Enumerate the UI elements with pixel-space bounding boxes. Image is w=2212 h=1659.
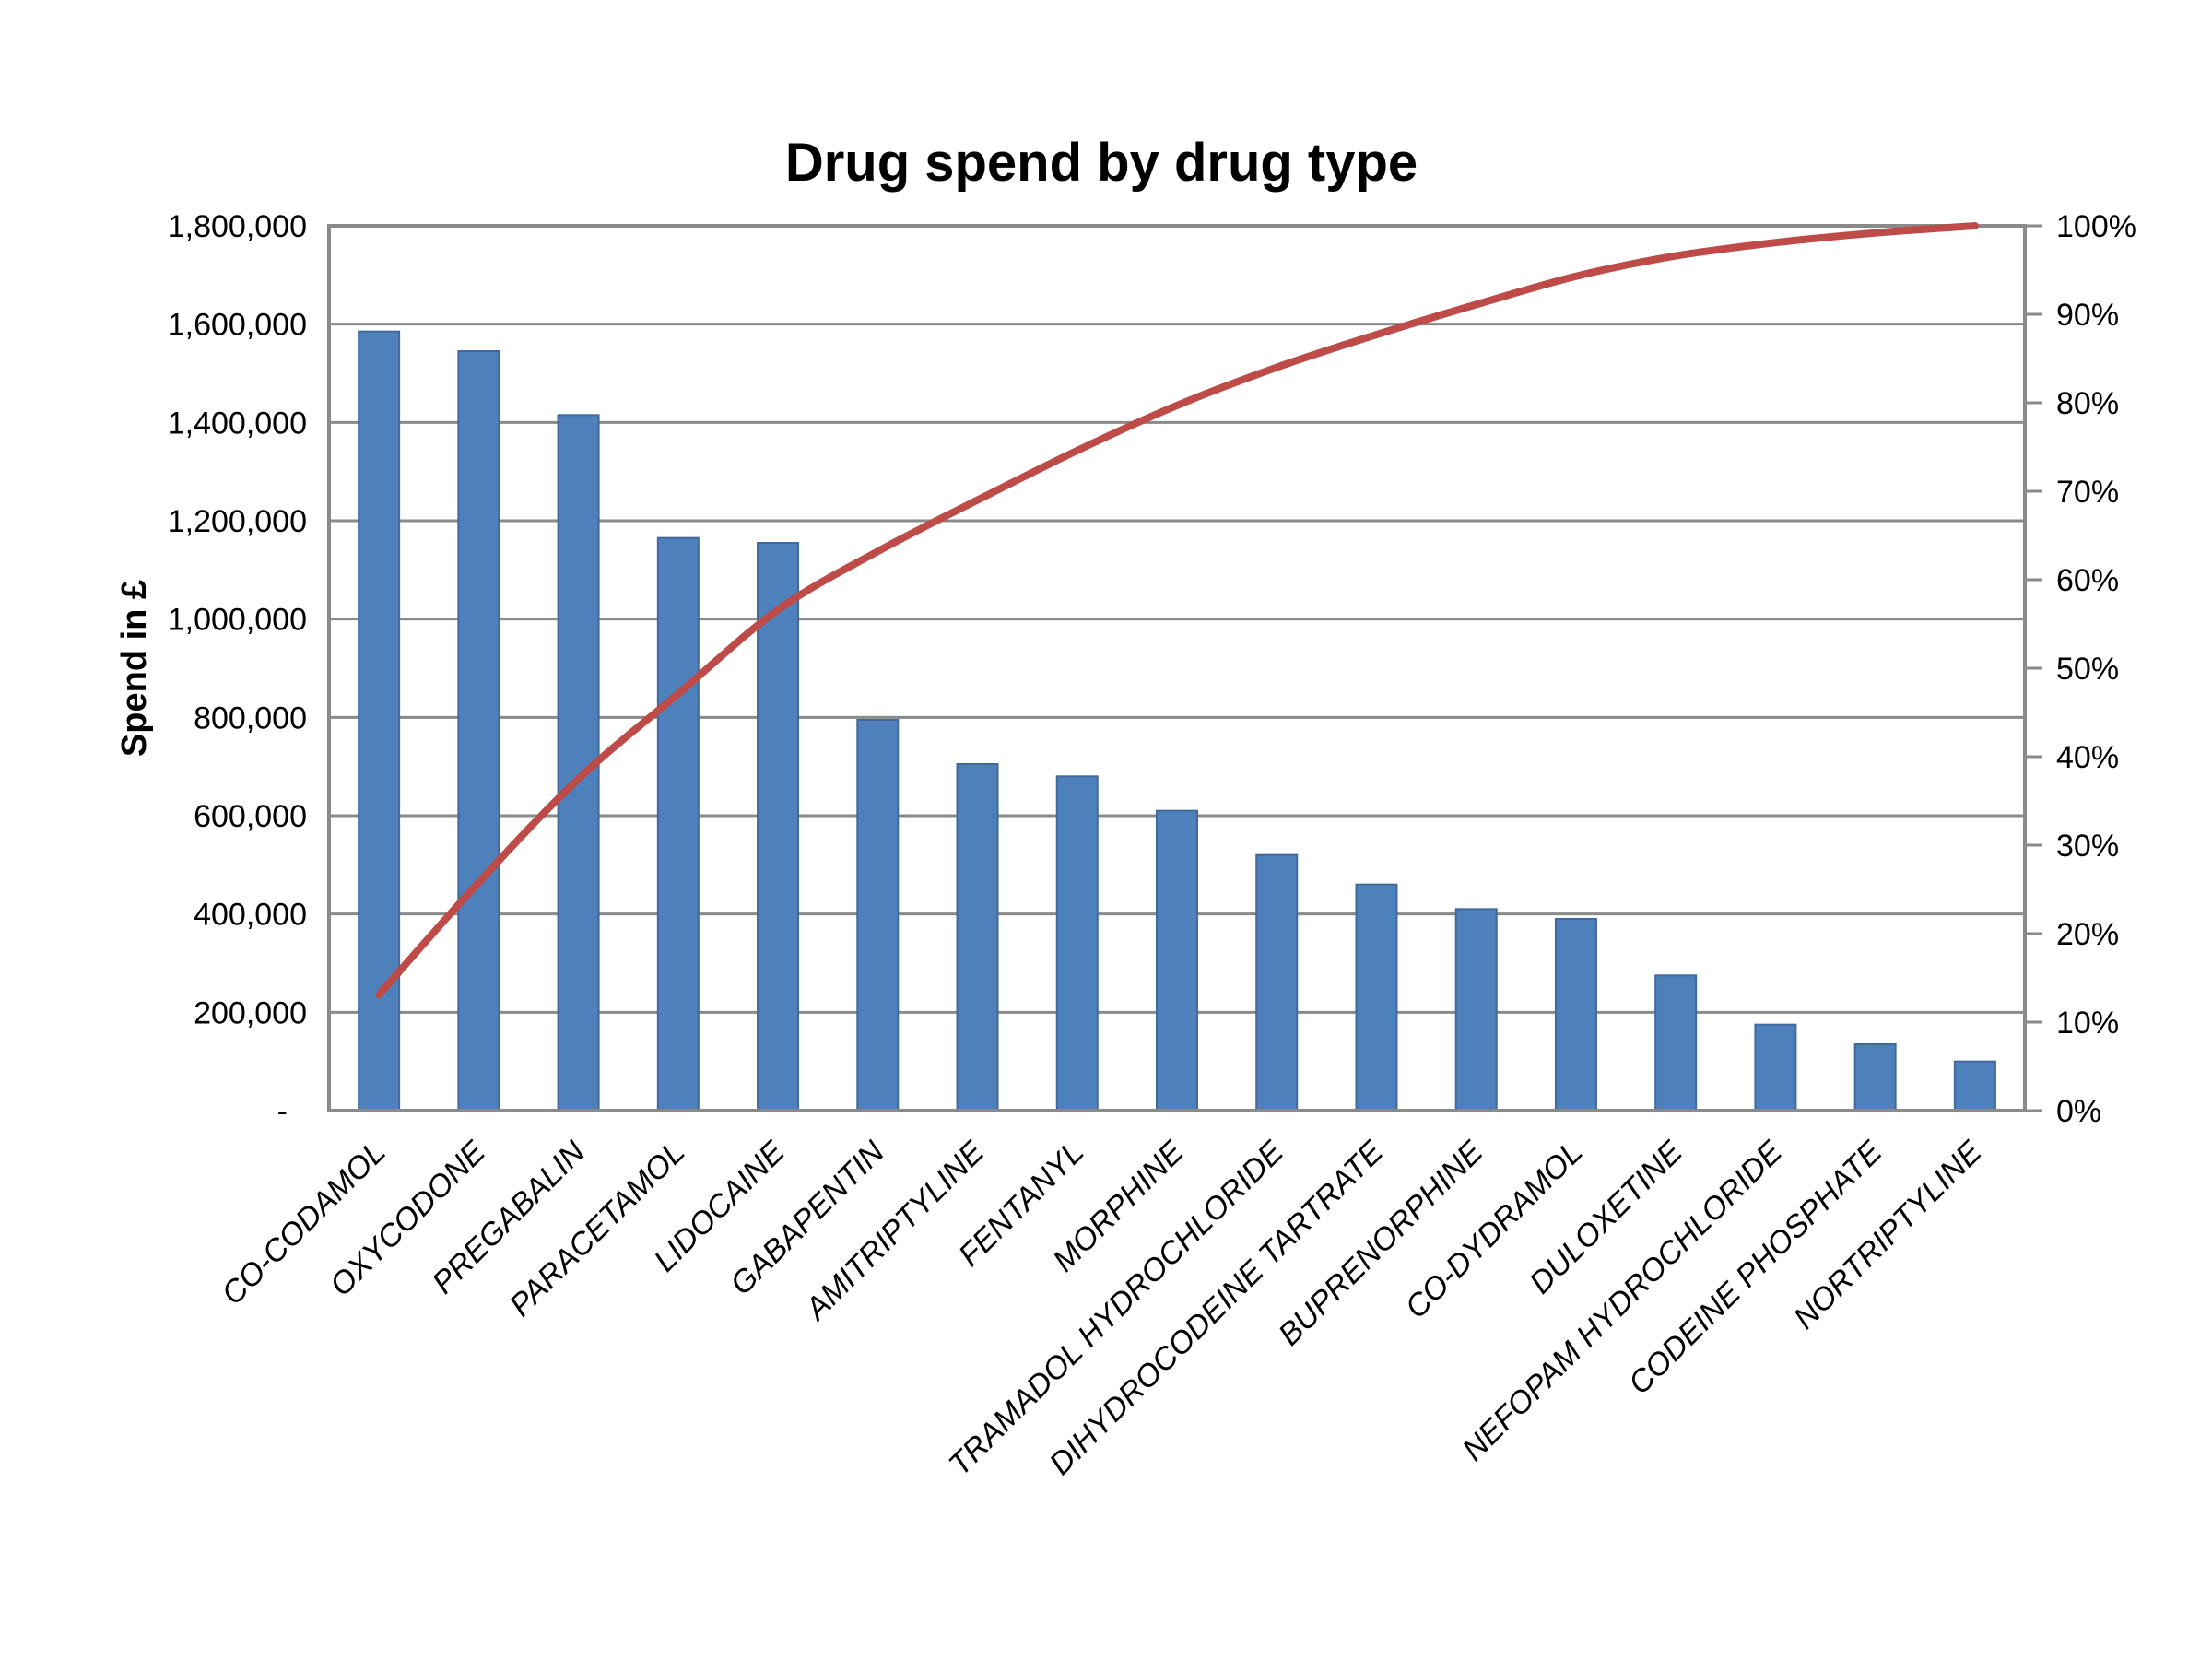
- x-axis-labels-layer: CO-CODAMOLOXYCODONEPREGABALINPARACETAMOL…: [215, 1134, 1988, 1482]
- left-axis-label: 1,400,000: [168, 406, 307, 441]
- cumulative-line-layer: [375, 222, 1979, 999]
- right-axis-labels-layer: 0% 10% 20% 30% 40% 50% 60% 70% 80% 90% 100%: [2056, 209, 2136, 1129]
- x-label-paracetamol: PARACETAMOL: [502, 1135, 691, 1324]
- bar-buprenorphine: [1454, 908, 1498, 1112]
- bar-gabapentin: [856, 719, 900, 1112]
- bar-nefopam-hydrochloride: [1754, 1023, 1797, 1112]
- bar-morphine: [1156, 809, 1198, 1112]
- bar-duloxetine: [1654, 974, 1698, 1112]
- right-axis-label: 30%: [2056, 829, 2119, 864]
- bar-oxycodone: [457, 350, 500, 1112]
- bar-paracetamol: [656, 536, 700, 1112]
- left-axis-label: 1,000,000: [168, 603, 307, 638]
- right-axis-label: 70%: [2056, 475, 2119, 510]
- right-axis-label: 20%: [2056, 917, 2119, 952]
- left-axis-label: -: [277, 1094, 288, 1129]
- left-axis-label: 400,000: [194, 898, 307, 933]
- x-label-nortriptyline: NORTRIPTYLINE: [1787, 1135, 1989, 1336]
- left-axis-label: 200,000: [194, 995, 307, 1030]
- right-axis-label: 60%: [2056, 563, 2119, 598]
- x-label-amitriptyline: AMITRIPTYLINE: [797, 1135, 991, 1328]
- bar-dihydrocodeine-tartrate: [1355, 883, 1398, 1112]
- bar-lidocaine: [757, 542, 800, 1112]
- bar-tramadol-hydrochloride: [1255, 853, 1299, 1112]
- right-axis-label: 10%: [2056, 1006, 2119, 1041]
- right-axis-label: 50%: [2056, 652, 2119, 687]
- right-axis-label: 80%: [2056, 386, 2119, 421]
- left-axis-label: 600,000: [194, 799, 307, 834]
- chart-title: Drug spend by drug type: [785, 133, 1418, 193]
- bar-fentanyl: [1055, 775, 1099, 1112]
- right-axis-label: 90%: [2056, 298, 2119, 333]
- bars-layer: [358, 330, 1996, 1112]
- left-axis-label: 1,200,000: [168, 504, 307, 539]
- right-axis-label: 0%: [2056, 1094, 2101, 1129]
- y-axis-title: Spend in £: [115, 580, 154, 757]
- left-axis-label: 1,600,000: [168, 308, 307, 343]
- bar-amitriptyline: [956, 763, 999, 1112]
- bar-nortriptyline: [1953, 1060, 1996, 1112]
- left-axis-label: 1,800,000: [168, 209, 307, 244]
- left-axis-label: 800,000: [194, 700, 307, 735]
- x-label-co-dydramol: CO-DYDRAMOL: [1398, 1135, 1589, 1325]
- bar-codeine-phosphate: [1853, 1043, 1897, 1112]
- bar-co-dydramol: [1554, 918, 1597, 1112]
- cumulative-percent-line: [375, 222, 1979, 999]
- right-axis-label: 40%: [2056, 740, 2119, 775]
- left-axis-labels-layer: - 200,000 400,000 600,000 800,000 1,000,000 1,…: [168, 209, 307, 1129]
- right-axis-label: 100%: [2056, 209, 2136, 244]
- axis-ticks-layer: [2025, 224, 2042, 1112]
